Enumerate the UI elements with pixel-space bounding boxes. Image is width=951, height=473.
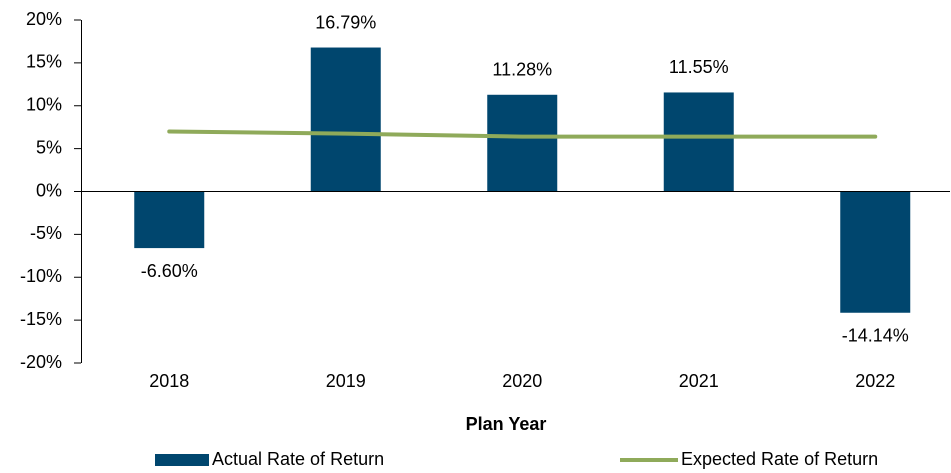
y-tick-label: -5%	[30, 223, 62, 243]
y-tick-label: 5%	[36, 137, 62, 157]
y-tick-label: -15%	[20, 309, 62, 329]
x-axis-title: Plan Year	[466, 414, 547, 434]
line	[167, 129, 878, 139]
y-tick-label: -10%	[20, 266, 62, 286]
x-tick-label: 2019	[326, 371, 366, 391]
legend-label: Actual Rate of Return	[212, 449, 384, 469]
y-tick-label: 0%	[36, 180, 62, 200]
bar	[134, 191, 205, 249]
y-tick-label: 10%	[26, 95, 62, 115]
bar	[840, 191, 911, 313]
x-tick-label: 2018	[149, 371, 189, 391]
data-label: 11.55%	[669, 57, 729, 77]
x-tick-label: 2022	[855, 371, 895, 391]
data-label: -6.60%	[141, 261, 198, 281]
y-tick-label: 20%	[26, 9, 62, 29]
x-tick-label: 2021	[679, 371, 719, 391]
x-tick-label: 2020	[502, 371, 542, 391]
bar	[663, 92, 734, 192]
y-tick-label: 15%	[26, 52, 62, 72]
data-label: 11.28%	[492, 60, 552, 80]
data-label: 16.79%	[315, 12, 376, 32]
legend-label: Expected Rate of Return	[681, 449, 878, 469]
data-label: -14.14%	[842, 326, 909, 346]
bar	[487, 94, 558, 192]
legend-swatch	[155, 454, 209, 466]
y-tick-label: -20%	[20, 352, 62, 372]
bar	[310, 47, 381, 192]
